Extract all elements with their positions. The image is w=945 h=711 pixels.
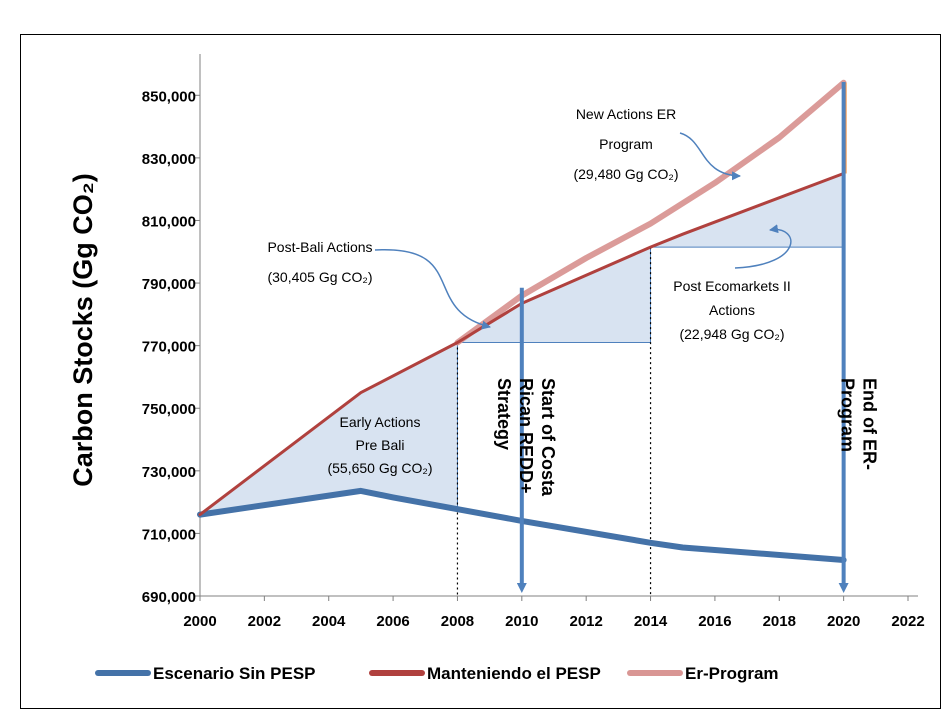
pointer-new-actions [679,132,741,181]
x-tick-label: 2010 [505,613,538,630]
y-tick-label: 770,000 [142,339,196,356]
y-tick-label: 790,000 [142,276,196,293]
annotation-post-ecomarkets: Actions [709,302,755,318]
x-tick-label: 2008 [441,613,474,630]
annotation-early-actions: Pre Bali [355,437,404,453]
legend-label-0: Escenario Sin PESP [153,664,316,683]
marker-label-2020: Program [838,378,858,452]
y-tick-label: 810,000 [142,213,196,230]
annotation-new-actions: (29,480 Gg CO₂) [573,166,678,182]
x-tick-label: 2014 [634,613,668,630]
y-tick-label: 750,000 [142,401,196,418]
marker-label-2010: Strategy [494,378,514,450]
annotation-post-bali: (30,405 Gg CO₂) [267,269,372,285]
pointer-post-ecomarkets [734,224,792,269]
chart-frame [20,34,941,709]
x-tick-label: 2002 [248,613,281,630]
x-tick-label: 2022 [891,613,924,630]
x-tick-label: 2018 [763,613,796,630]
x-tick-label: 2016 [698,613,731,630]
y-tick-label: 850,000 [142,88,196,105]
y-axis-title: Carbon Stocks (Gg CO₂) [68,173,98,487]
legend-label-1: Manteniendo el PESP [427,664,601,683]
x-tick-label: 2020 [827,613,860,630]
x-tick-label: 2004 [312,613,346,630]
y-tick-label: 830,000 [142,151,196,168]
y-tick-label: 730,000 [142,464,196,481]
marker-label-2020: End of ER- [860,378,880,470]
y-tick-label: 690,000 [142,589,196,606]
x-tick-label: 2006 [376,613,409,630]
annotation-post-ecomarkets: Post Ecomarkets II [673,278,790,294]
annotation-new-actions: Program [599,136,653,152]
annotation-post-bali: Post-Bali Actions [267,239,372,255]
x-tick-label: 2000 [183,613,216,630]
area-post-bali [455,246,651,343]
marker-label-2010: Start of Costa [538,378,558,497]
annotation-early-actions: Early Actions [340,414,421,430]
pointer-post-bali [374,249,491,330]
marker-label-2010: Rican REDD+ [516,378,536,494]
legend-label-2: Er-Program [685,664,779,683]
y-tick-label: 710,000 [142,526,196,543]
x-tick-label: 2012 [569,613,602,630]
annotation-post-ecomarkets: (22,948 Gg CO₂) [679,326,784,342]
annotation-early-actions: (55,650 Gg CO₂) [327,460,432,476]
annotation-new-actions: New Actions ER [576,106,676,122]
